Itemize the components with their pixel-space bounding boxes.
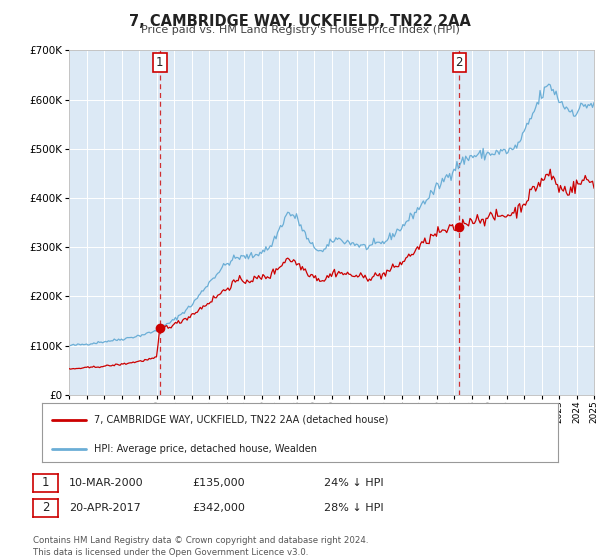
Text: 28% ↓ HPI: 28% ↓ HPI	[324, 503, 383, 513]
Text: Contains HM Land Registry data © Crown copyright and database right 2024.
This d: Contains HM Land Registry data © Crown c…	[33, 536, 368, 557]
Text: 1: 1	[42, 476, 49, 489]
Text: Price paid vs. HM Land Registry's House Price Index (HPI): Price paid vs. HM Land Registry's House …	[140, 25, 460, 35]
Text: HPI: Average price, detached house, Wealden: HPI: Average price, detached house, Weal…	[94, 444, 317, 454]
Text: £342,000: £342,000	[192, 503, 245, 513]
Text: 2: 2	[42, 501, 49, 515]
Text: 7, CAMBRIDGE WAY, UCKFIELD, TN22 2AA: 7, CAMBRIDGE WAY, UCKFIELD, TN22 2AA	[129, 14, 471, 29]
Text: £135,000: £135,000	[192, 478, 245, 488]
Text: 7, CAMBRIDGE WAY, UCKFIELD, TN22 2AA (detached house): 7, CAMBRIDGE WAY, UCKFIELD, TN22 2AA (de…	[94, 414, 388, 424]
Text: 1: 1	[156, 55, 164, 68]
Text: 10-MAR-2000: 10-MAR-2000	[69, 478, 143, 488]
Text: 24% ↓ HPI: 24% ↓ HPI	[324, 478, 383, 488]
Text: 20-APR-2017: 20-APR-2017	[69, 503, 141, 513]
Text: 2: 2	[455, 55, 463, 68]
